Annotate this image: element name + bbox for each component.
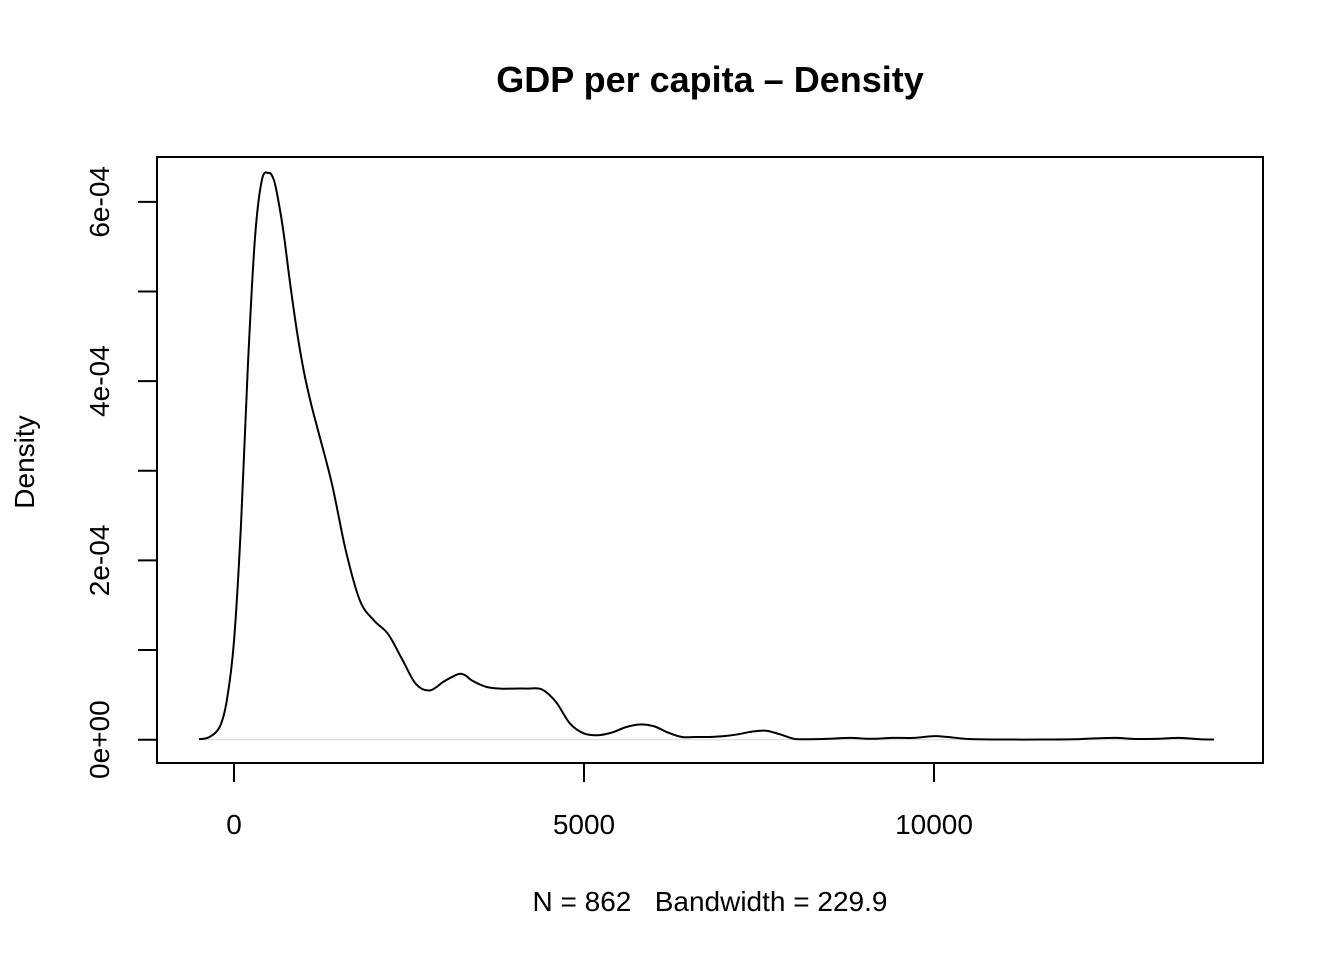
plot-frame	[156, 156, 1264, 764]
y-axis: 0e+00 2e-04 4e-04 6e-04	[84, 166, 158, 779]
x-axis-label: N = 862 Bandwidth = 229.9	[533, 886, 888, 917]
chart-title: GDP per capita – Density	[496, 59, 924, 100]
y-tick-label: 2e-04	[84, 525, 115, 597]
x-tick-label: 10000	[895, 809, 973, 840]
x-tick-label: 5000	[553, 809, 615, 840]
x-axis: 0 5000 10000	[226, 762, 973, 840]
y-tick-label: 4e-04	[84, 345, 115, 417]
series-layer	[198, 171, 1215, 741]
y-axis-label: Density	[9, 415, 40, 508]
density-curve	[198, 171, 1215, 741]
y-tick-label: 6e-04	[84, 166, 115, 238]
y-tick-label: 0e+00	[84, 700, 115, 779]
x-tick-label: 0	[226, 809, 242, 840]
